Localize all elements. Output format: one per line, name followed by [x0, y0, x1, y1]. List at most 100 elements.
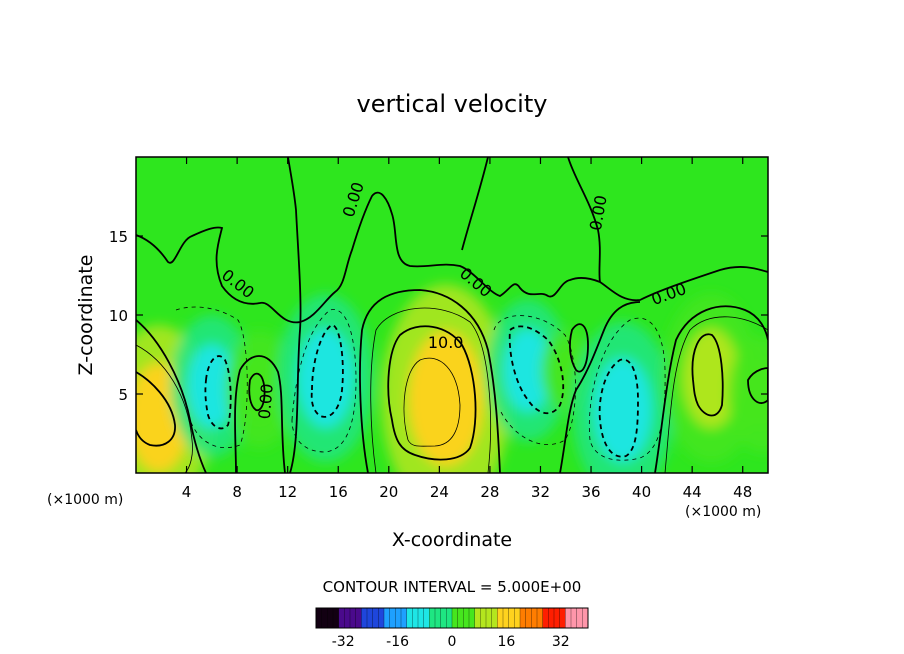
field-core: [239, 354, 280, 424]
x-unit-label-right: (×1000 m): [685, 504, 761, 520]
colorbar-cell: [570, 607, 578, 629]
colorbar-cell: [565, 607, 572, 629]
colorbar-tick-label: 16: [497, 634, 515, 650]
zero-contour-line: [567, 157, 601, 283]
x-axis-ticks: 4 8 12 16 20 24 28 32 36 40 44 48: [182, 157, 752, 501]
negative-contour-line-thin: [493, 315, 576, 445]
positive-contour-line-thin: [403, 357, 461, 447]
colorbar-cell: [463, 607, 470, 629]
colorbar-cell: [559, 607, 566, 629]
contour-lines: [136, 157, 768, 473]
colorbar-tick-label: -32: [332, 634, 355, 650]
colorbar-cell: [400, 607, 408, 629]
colorbar: -32 -16 0 16 32: [315, 607, 589, 650]
colorbar-cell: [451, 607, 459, 629]
colorbar-cell: [429, 607, 436, 629]
colorbar-ticks: -32 -16 0 16 32: [332, 634, 570, 650]
colorbar-cell: [332, 607, 340, 629]
colorbar-cell: [508, 607, 515, 629]
x-unit-label-left: (×1000 m): [47, 492, 123, 508]
colorbar-cell: [412, 607, 419, 629]
y-tick-label: 15: [109, 228, 128, 246]
y-tick-label: 10: [109, 307, 128, 325]
positive-contour-line: [136, 371, 176, 447]
field-core: [593, 357, 653, 463]
negative-contour-line-thin: [291, 309, 357, 453]
colorbar-cell: [491, 607, 498, 629]
colorbar-cell: [406, 607, 413, 629]
plot-area: 10.00.000.000.000.000.000.00 4 8 12 16 20 24 2…: [109, 156, 769, 501]
colorbar-cell: [417, 607, 425, 629]
colorbar-cell: [468, 607, 476, 629]
colorbar-cell: [315, 607, 323, 629]
positive-contour-line-thin: [664, 316, 768, 473]
negative-contour-line: [310, 324, 344, 418]
zero-contour-line: [559, 301, 641, 473]
colorbar-cell: [553, 607, 561, 629]
contour-label: 0.00: [255, 383, 277, 420]
chart-title: vertical velocity: [357, 90, 548, 118]
colorbar-cell: [525, 607, 532, 629]
colorbar-cell: [480, 607, 487, 629]
x-tick-label: 12: [278, 483, 297, 501]
colorbar-cell: [531, 607, 538, 629]
x-tick-label: 16: [329, 483, 348, 501]
colorbar-cell: [423, 607, 430, 629]
colorbar-cell: [457, 607, 464, 629]
colorbar-cell: [474, 607, 481, 629]
x-tick-label: 4: [182, 483, 192, 501]
x-tick-label: 44: [683, 483, 702, 501]
colorbar-cell: [321, 607, 328, 629]
colorbar-cell: [389, 607, 396, 629]
field-core: [297, 328, 354, 429]
zero-contour-line: [359, 289, 501, 473]
x-tick-label: 24: [430, 483, 449, 501]
colorbar-frame: [315, 607, 589, 629]
y-axis-ticks: 5 10 15: [109, 228, 768, 404]
colorbar-cell: [355, 607, 362, 629]
x-tick-label: 40: [632, 483, 651, 501]
colorbar-cell: [372, 607, 379, 629]
colorbar-cell: [434, 607, 442, 629]
velocity-field: [136, 284, 768, 473]
colorbar-cells: [315, 607, 589, 629]
zero-contour-line: [136, 319, 207, 473]
colorbar-cell: [366, 607, 374, 629]
negative-contour-line: [508, 325, 565, 414]
x-tick-label: 32: [531, 483, 550, 501]
colorbar-tick-label: -16: [386, 634, 409, 650]
colorbar-tick-label: 0: [448, 634, 457, 650]
colorbar-cell: [536, 607, 544, 629]
field-core: [407, 330, 484, 467]
colorbar-cell: [485, 607, 493, 629]
zero-contour-line: [234, 355, 286, 473]
negative-contour-line: [204, 355, 232, 430]
colorbar-cell: [514, 607, 521, 629]
colorbar-cell: [576, 607, 583, 629]
colorbar-cell: [542, 607, 549, 629]
colorbar-cell: [582, 607, 589, 629]
zero-contour-line: [136, 191, 768, 324]
x-tick-label: 48: [733, 483, 752, 501]
x-tick-label: 28: [480, 483, 499, 501]
y-axis-label: Z-coordinate: [75, 255, 97, 376]
positive-contour-line: [387, 325, 477, 461]
y-tick-label: 5: [118, 386, 128, 404]
positive-contour-line: [248, 372, 266, 412]
contour-interval-label: CONTOUR INTERVAL = 5.000E+00: [323, 578, 582, 596]
colorbar-cell: [497, 607, 504, 629]
negative-contour-line-thin: [175, 306, 248, 449]
colorbar-cell: [378, 607, 385, 629]
x-tick-label: 20: [379, 483, 398, 501]
colorbar-cell: [327, 607, 334, 629]
colorbar-cell: [361, 607, 368, 629]
colorbar-cell: [446, 607, 453, 629]
field-core: [741, 359, 768, 429]
x-tick-label: 36: [581, 483, 600, 501]
zero-contour-line: [461, 157, 489, 251]
colorbar-cell: [519, 607, 527, 629]
colorbar-cell: [548, 607, 555, 629]
field-core: [187, 343, 236, 429]
colorbar-cell: [349, 607, 357, 629]
